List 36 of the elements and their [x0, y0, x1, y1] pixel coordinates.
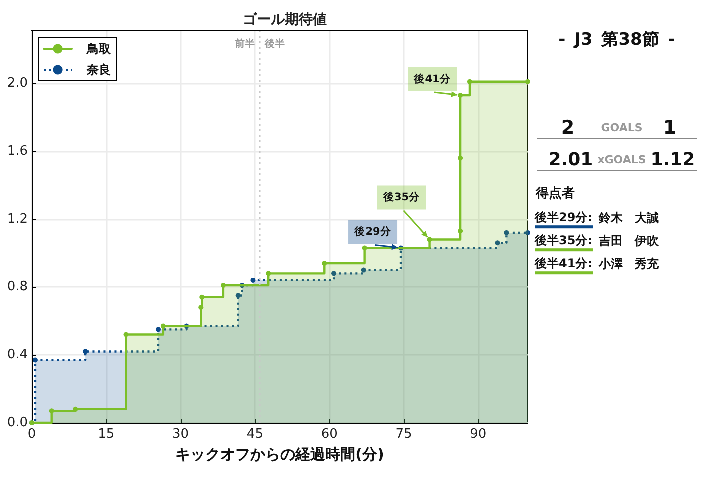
y-tick-label: 2.0 [7, 76, 28, 92]
text: 後半29分: [535, 210, 592, 228]
text: 2 [561, 117, 575, 140]
y-tick-label: 1.6 [7, 144, 28, 159]
y-tick-label: 0.4 [7, 348, 28, 363]
annotation: 後35分 [382, 190, 422, 204]
y-tick-label: 1.2 [7, 212, 28, 227]
text: - J3 第38節 - [558, 30, 676, 51]
text: 吉田 伊吹 [599, 234, 659, 249]
chart-title: ゴール期待値 [243, 12, 327, 28]
text: 2.01 [548, 150, 594, 172]
x-tick-label: 15 [98, 427, 115, 442]
y-tick-label: 0.0 [7, 416, 28, 430]
text: 1 [663, 117, 677, 140]
text: xGOALS [598, 154, 646, 168]
annotation: 後29分 [354, 225, 392, 238]
y-tick-label: 0.8 [7, 280, 28, 295]
annotation: 前半 [234, 38, 256, 50]
x-tick-label: 60 [321, 427, 338, 442]
x-tick-label: 0 [28, 427, 36, 442]
text: 得点者 [536, 186, 575, 202]
x-tick-label: 30 [172, 427, 190, 442]
text: GOALS [601, 122, 643, 136]
text: 鈴木 大誠 [599, 211, 659, 226]
x-axis-title: キックオフからの経過時間(分) [176, 446, 384, 464]
text: 1.12 [650, 150, 696, 172]
legend-label: 奈良 [86, 63, 111, 77]
legend-label: 鳥取 [86, 42, 112, 56]
text: 後半35分: [535, 234, 592, 252]
x-tick-label: 90 [470, 427, 487, 442]
annotation: 後半 [264, 38, 286, 50]
text: 後半41分: [535, 256, 592, 274]
annotation: 後41分 [413, 72, 452, 86]
x-tick-label: 45 [246, 427, 264, 442]
x-tick-label: 75 [396, 427, 412, 442]
text: 小澤 秀充 [599, 257, 659, 272]
